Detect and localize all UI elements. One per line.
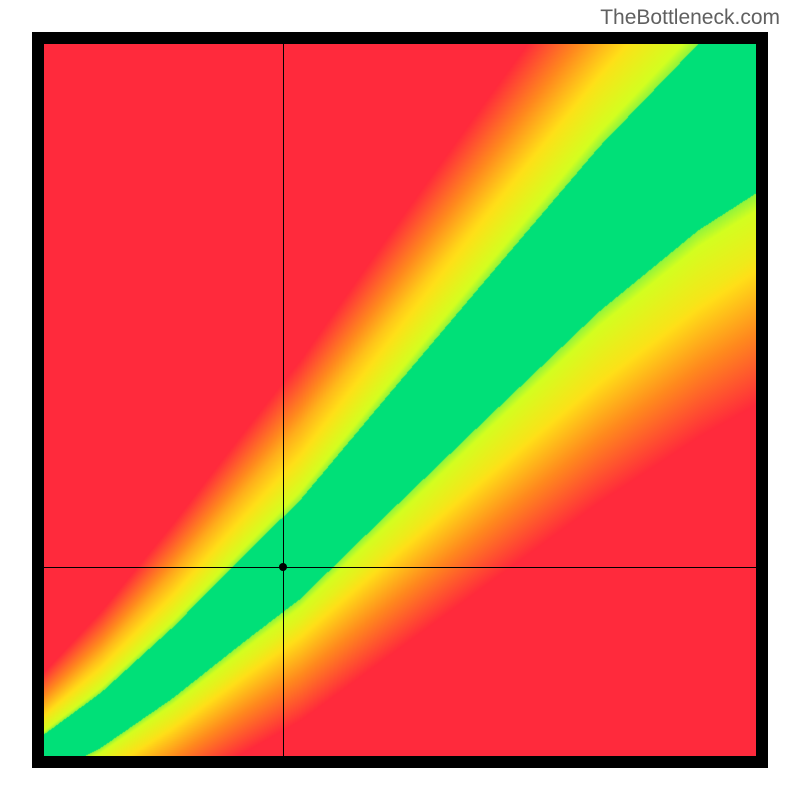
heatmap-canvas bbox=[44, 44, 756, 756]
crosshair-vertical bbox=[283, 44, 284, 756]
heatmap-plot bbox=[44, 44, 756, 756]
watermark-text: TheBottleneck.com bbox=[600, 6, 780, 30]
selected-point-marker bbox=[279, 563, 287, 571]
chart-frame bbox=[32, 32, 768, 768]
crosshair-horizontal bbox=[44, 567, 756, 568]
